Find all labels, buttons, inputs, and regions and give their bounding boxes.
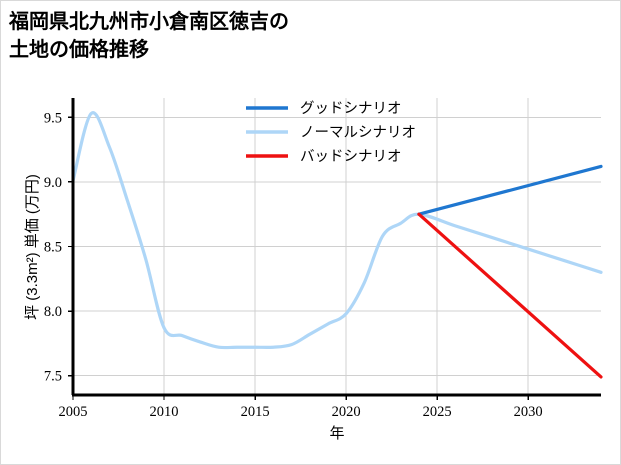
y-tick-label: 7.5 [44,369,62,385]
x-axis-title: 年 [329,425,344,442]
gridlines-group [72,98,601,395]
data-series-group [71,111,603,379]
x-axis-tick-labels: 2005 2010 2015 2020 2025 2030 [59,404,543,420]
series-line [417,212,603,379]
y-tick-label: 8.0 [44,304,62,320]
y-tick-label: 9.0 [44,175,62,191]
page-title: 福岡県北九州市小倉南区徳吉の 土地の価格推移 [9,11,289,62]
x-tick-label: 2030 [514,404,543,420]
y-tick-label: 8.5 [44,240,62,256]
x-tick-label: 2020 [332,404,361,420]
legend-label: ノーマルシナリオ [300,125,416,141]
x-tick-label: 2010 [150,404,179,420]
legend-label: バッドシナリオ [300,149,402,165]
series-line [417,164,603,216]
x-tick-label: 2025 [423,404,452,420]
y-axis-title: 坪 (3.3m²) 単価 (万円) [24,174,41,320]
series-line [71,111,603,350]
y-tick-label: 9.5 [44,110,62,126]
y-axis-tick-labels: 7.5 8.0 8.5 9.0 9.5 [44,110,62,384]
x-tick-label: 2005 [59,404,88,420]
axis-tickmarks [68,116,529,400]
legend-label: グッドシナリオ [300,100,402,117]
x-tick-label: 2015 [241,404,270,420]
